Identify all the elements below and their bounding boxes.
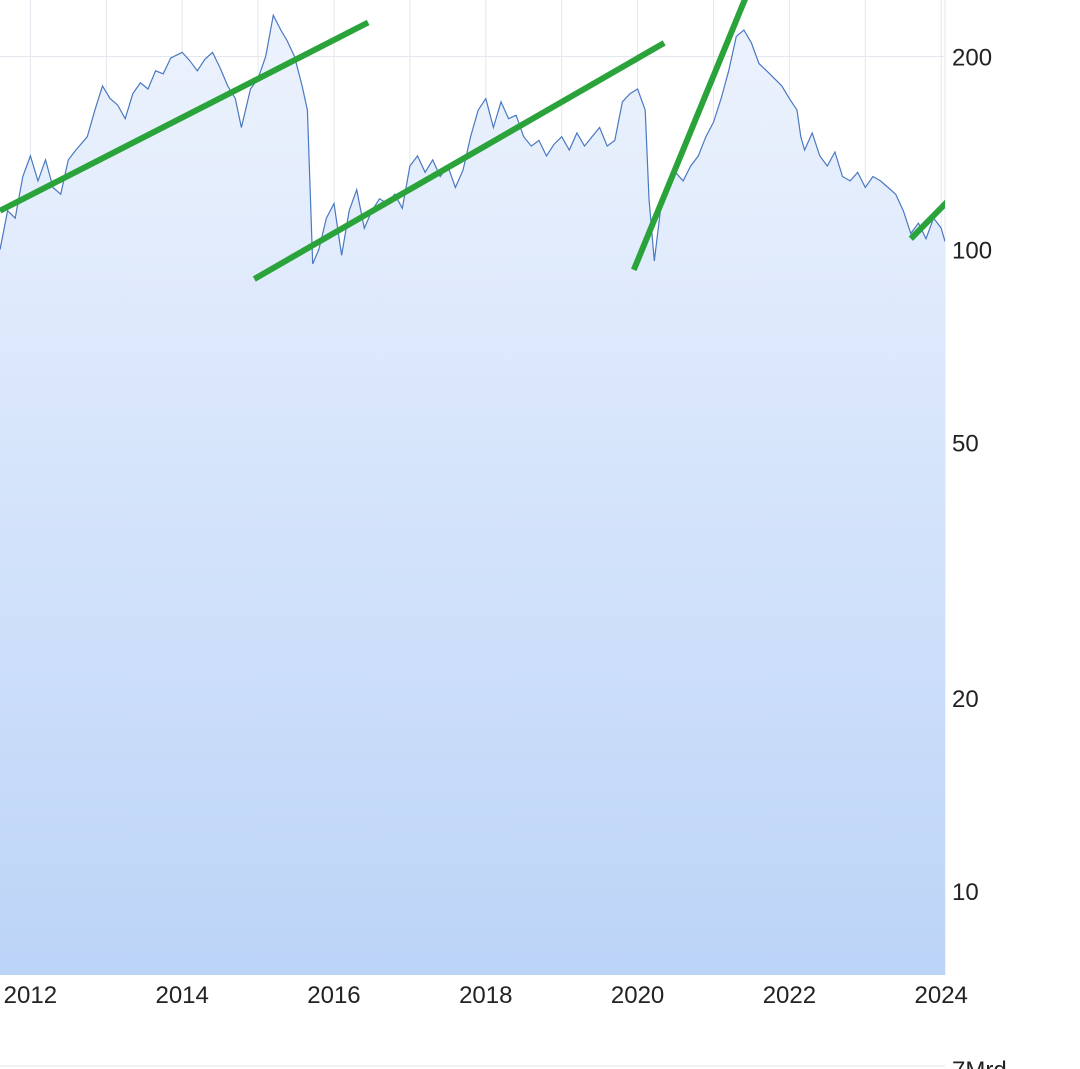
y-tick-label: 100 [952,238,992,265]
y-tick-label: 20 [952,686,979,713]
y-axis: 200 100 50 20 10 [952,45,992,907]
y-tick-label: 200 [952,45,992,72]
y-tick-label: 10 [952,879,979,906]
trend-lines [0,0,945,282]
x-axis: 2012 2014 2016 2018 2020 2022 2024 [4,982,968,1009]
x-tick-label: 2020 [611,982,664,1009]
x-tick-label: 2022 [763,982,816,1009]
trend-line [631,0,748,271]
price-area [0,15,945,975]
x-tick-label: 2024 [915,982,968,1009]
trend-line [252,40,666,282]
x-tick-label: 2016 [307,982,360,1009]
volume-panel: 7Mrd [0,1057,1007,1069]
trend-line [908,199,945,241]
volume-axis-label: 7Mrd [952,1057,1007,1069]
x-tick-label: 2012 [4,982,57,1009]
x-tick-label: 2014 [155,982,208,1009]
x-tick-label: 2018 [459,982,512,1009]
y-tick-label: 50 [952,431,979,458]
price-line [0,13,945,265]
plot-area [0,0,946,975]
trend-line [0,19,370,214]
